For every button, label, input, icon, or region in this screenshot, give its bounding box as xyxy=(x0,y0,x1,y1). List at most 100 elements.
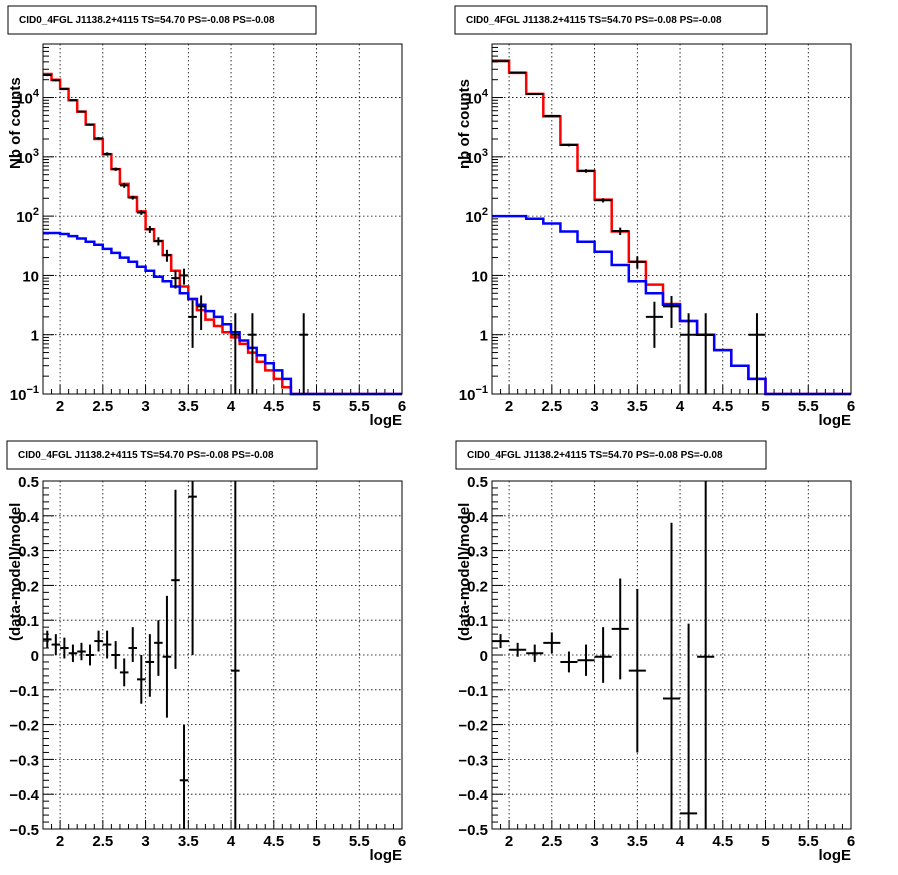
x-tick-label: 4 xyxy=(676,833,685,850)
data-point xyxy=(680,313,698,394)
data-point xyxy=(594,198,612,203)
x-tick-label: 5.5 xyxy=(798,398,819,415)
title-box xyxy=(454,5,768,35)
x-tick-label: 3 xyxy=(141,833,149,850)
title-box xyxy=(455,440,767,470)
y-tick-label: 104 xyxy=(465,88,489,108)
y-tick-label: −0.5 xyxy=(458,822,488,839)
y-tick-label: 102 xyxy=(16,206,39,226)
data-point xyxy=(662,295,681,328)
y-tick-label: 1 xyxy=(31,328,39,345)
data-point xyxy=(188,481,197,655)
x-tick-label: 6 xyxy=(398,398,406,415)
chart-title: CID0_4FGL J1138.2+4115 TS=54.70 PS=-0.08… xyxy=(18,450,274,461)
y-tick-label: 10−1 xyxy=(459,384,488,404)
y-tick-label: 104 xyxy=(16,88,40,108)
data-point xyxy=(60,87,69,90)
data-point xyxy=(85,644,95,666)
data-point xyxy=(188,300,197,348)
data-points xyxy=(43,73,308,394)
x-tick-label: 2 xyxy=(505,398,513,415)
x-tick-label: 5.5 xyxy=(798,833,819,850)
data-point xyxy=(526,92,544,95)
y-tick-label: −0.4 xyxy=(9,787,39,804)
y-tick-label: 1 xyxy=(480,328,488,345)
data-point xyxy=(662,522,681,829)
title-box xyxy=(7,5,317,35)
y-tick-label: −0.3 xyxy=(458,752,488,769)
data-point xyxy=(128,627,138,662)
data-point xyxy=(51,634,61,655)
data-points xyxy=(492,481,715,829)
x-tick-label: 3.5 xyxy=(178,833,199,850)
data-point xyxy=(94,630,103,652)
ticks xyxy=(42,480,403,830)
data-point xyxy=(154,237,163,246)
chart-panel-top-right: CID0_4FGL J1138.2+4115 TS=54.70 PS=-0.08… xyxy=(454,5,855,429)
y-tick-label: 10 xyxy=(471,268,488,285)
x-tick-label: 6 xyxy=(847,398,855,415)
data-point xyxy=(68,99,78,102)
data-point xyxy=(68,644,78,662)
x-tick-label: 4.5 xyxy=(712,398,733,415)
x-tick-label: 3 xyxy=(590,398,598,415)
x-tick-label: 5 xyxy=(312,398,320,415)
y-tick-label: 0.3 xyxy=(18,544,39,561)
data-point xyxy=(119,183,129,188)
x-tick-label: 5 xyxy=(761,833,769,850)
y-tick-label: 0.3 xyxy=(467,544,488,561)
x-tick-label: 3.5 xyxy=(627,833,648,850)
data-point xyxy=(102,152,112,156)
data-point xyxy=(128,195,138,200)
data-point xyxy=(248,313,257,394)
data-point xyxy=(509,71,527,74)
y-axis-label: nb of counts xyxy=(456,79,473,169)
x-tick-label: 4 xyxy=(227,398,236,415)
y-tick-label: 0.1 xyxy=(467,613,488,630)
chart-panel-bottom-left: CID0_4FGL J1138.2+4115 TS=54.70 PS=-0.08… xyxy=(6,440,406,864)
data-point xyxy=(145,634,155,697)
y-tick-label: 0 xyxy=(31,648,39,665)
x-tick-label: 3.5 xyxy=(627,398,648,415)
y-tick-label: 103 xyxy=(16,147,39,167)
data-point xyxy=(196,295,206,331)
x-tick-label: 6 xyxy=(398,833,406,850)
data-point xyxy=(137,655,146,704)
data-point xyxy=(611,578,629,680)
data-point xyxy=(145,226,155,233)
data-point xyxy=(543,114,561,117)
plot-frame xyxy=(491,43,852,395)
data-point xyxy=(85,123,95,126)
chart-panel-top-left: CID0_4FGL J1138.2+4115 TS=54.70 PS=-0.08… xyxy=(7,5,406,429)
x-tick-label: 5.5 xyxy=(349,833,370,850)
y-tick-label: 10−1 xyxy=(10,384,39,404)
data-point xyxy=(162,249,172,262)
data-point xyxy=(119,658,129,687)
data-point xyxy=(748,313,766,394)
title-box xyxy=(6,440,318,470)
data-point xyxy=(43,630,52,649)
y-tick-label: −0.2 xyxy=(458,718,488,735)
x-tick-label: 2 xyxy=(56,833,64,850)
x-tick-label: 2.5 xyxy=(541,398,562,415)
x-tick-label: 5 xyxy=(761,398,769,415)
data-point xyxy=(77,110,86,113)
data-point xyxy=(179,724,189,829)
x-tick-label: 5.5 xyxy=(349,398,370,415)
x-axis-label: logE xyxy=(819,412,852,429)
y-tick-label: 102 xyxy=(465,206,488,226)
x-tick-label: 4.5 xyxy=(263,398,284,415)
data-point xyxy=(492,60,510,63)
x-tick-label: 6 xyxy=(847,833,855,850)
data-point xyxy=(43,73,52,77)
x-axis-label: logE xyxy=(370,412,403,429)
x-tick-label: 2.5 xyxy=(92,833,113,850)
y-tick-label: −0.1 xyxy=(458,683,488,700)
x-tick-label: 2 xyxy=(56,398,64,415)
data-point xyxy=(102,630,112,659)
data-point xyxy=(594,627,612,683)
y-tick-label: 0.2 xyxy=(467,578,488,595)
y-tick-label: 0.1 xyxy=(18,613,39,630)
x-tick-label: 4.5 xyxy=(263,833,284,850)
x-tick-label: 2 xyxy=(505,833,513,850)
